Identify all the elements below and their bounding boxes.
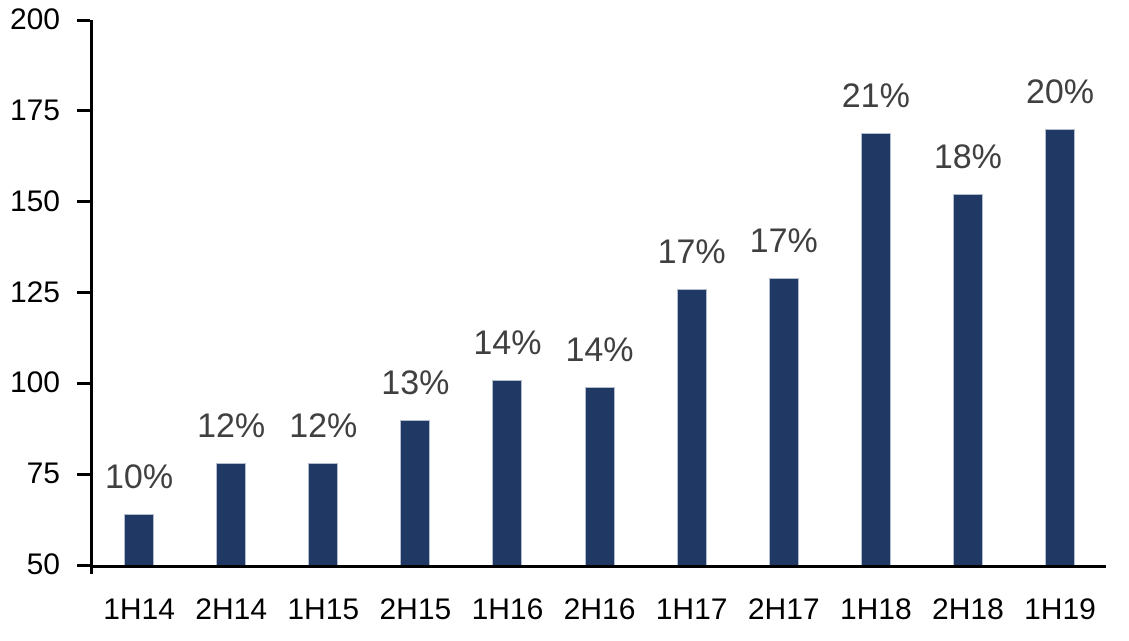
x-tick-label: 2H18 [932, 593, 1004, 626]
bar-value-label: 10% [105, 458, 174, 497]
x-tick-label: 1H18 [839, 593, 912, 626]
plot-area: 10% 12% 12% 13% 14% 14% 17% 17% 21% 18% 20% [90, 20, 1106, 568]
x-tick-label: 2H14 [195, 593, 267, 626]
bar-slot: 12% [277, 409, 369, 565]
x-tick-label: 1H17 [655, 593, 728, 626]
bar-value-label: 12% [197, 407, 266, 446]
y-tick-label: 150 [9, 184, 60, 218]
y-tick-mark [77, 381, 90, 385]
bar [860, 132, 891, 565]
y-tick-label: 50 [26, 548, 60, 581]
y-tick-label: 100 [9, 366, 60, 400]
x-tick-label: 1H14 [103, 593, 175, 626]
bar [584, 386, 615, 565]
bar [400, 419, 431, 565]
x-tick-label: 1H15 [287, 593, 360, 626]
bar [216, 463, 247, 565]
x-axis: 1H14 2H14 1H15 2H15 1H16 2H16 1H17 2H17 1H18 2H18… [93, 594, 1106, 626]
bar-slot: 12% [185, 409, 277, 565]
y-tick-label: 200 [9, 3, 60, 36]
bar [124, 514, 155, 565]
bar-slot: 21% [830, 79, 922, 565]
y-tick-label: 75 [26, 457, 60, 491]
bars-group: 10% 12% 12% 13% 14% 14% 17% 17% 21% 18% 20% [93, 20, 1106, 565]
x-tick-label: 1H19 [1024, 593, 1096, 626]
y-tick-label: 125 [9, 275, 60, 309]
bar-slot: 18% [922, 140, 1014, 565]
bar-slot: 13% [369, 366, 461, 565]
bar [768, 277, 799, 565]
bar [1044, 129, 1075, 565]
x-tick-label: 2H17 [747, 593, 820, 626]
y-tick-mark [77, 563, 90, 567]
bar-value-label: 20% [1025, 73, 1095, 111]
y-axis-stub [90, 568, 93, 574]
bar [492, 379, 523, 565]
bar-value-label: 21% [841, 76, 910, 115]
bar [952, 194, 983, 565]
bar-value-label: 12% [289, 407, 358, 446]
bar-value-label: 14% [473, 323, 542, 362]
bar-slot: 14% [461, 326, 553, 565]
bar-value-label: 14% [565, 330, 634, 369]
bar-value-label: 17% [657, 232, 726, 271]
x-tick-label: 1H16 [471, 593, 544, 626]
bar-slot: 20% [1014, 75, 1106, 565]
bar-value-label: 13% [381, 363, 450, 402]
y-tick-mark [77, 18, 90, 22]
bar-value-label: 17% [749, 221, 818, 260]
y-tick-mark [77, 200, 90, 204]
bar-value-label: 18% [933, 138, 1002, 177]
bar-slot: 17% [646, 235, 738, 565]
y-tick-mark [77, 109, 90, 113]
bar-slot: 17% [738, 224, 830, 565]
bar-slot: 10% [93, 460, 185, 565]
x-tick-label: 2H15 [379, 593, 452, 626]
bar [308, 463, 339, 565]
bar-slot: 14% [553, 333, 645, 565]
y-tick-mark [77, 472, 90, 476]
y-tick-mark [77, 291, 90, 294]
y-tick-label: 175 [9, 93, 60, 127]
bar [676, 288, 707, 565]
x-tick-label: 2H16 [563, 593, 636, 626]
